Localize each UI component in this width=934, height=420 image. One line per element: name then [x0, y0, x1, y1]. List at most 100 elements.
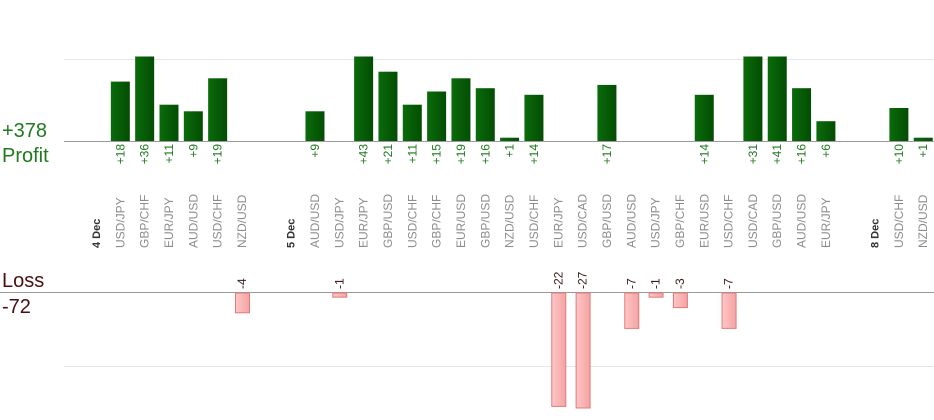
profit-value-label: +14: [697, 144, 711, 165]
pair-label: USD/CHF: [211, 195, 225, 248]
pair-label: EUR/JPY: [162, 197, 176, 248]
pair-label: GBP/USD: [770, 194, 784, 248]
pair-label: USD/JPY: [113, 197, 127, 248]
profit-bar: [889, 108, 909, 141]
pair-label: NZD/USD: [916, 194, 930, 248]
pair-label: AUD/USD: [308, 194, 322, 248]
loss-value-label: -27: [576, 271, 590, 289]
pair-label: AUD/USD: [186, 194, 200, 248]
profit-value-label: +41: [770, 144, 784, 165]
profit-value-label: +14: [527, 144, 541, 165]
pair-label: USD/JPY: [649, 197, 663, 248]
profit-bar: [475, 88, 495, 141]
pair-label: GBP/CHF: [673, 195, 687, 248]
pair-label: USD/CAD: [576, 194, 590, 248]
profit-bar: [816, 121, 836, 141]
profit-value-label: +16: [478, 144, 492, 165]
pair-label: GBP/USD: [381, 194, 395, 248]
loss-label: Loss: [2, 270, 45, 292]
profit-label: Profit: [2, 145, 49, 167]
pair-label: NZD/USD: [503, 194, 517, 248]
pair-label: GBP/CHF: [430, 195, 444, 248]
profit-bar: [378, 71, 398, 141]
category-labels: 4 Dec USD/JPY GBP/CHF EUR/JPY AUD/USD USD/CHF…: [91, 194, 930, 248]
pair-label: EUR/JPY: [551, 197, 565, 248]
profit-bar: [500, 137, 520, 141]
profit-value-label: +31: [746, 144, 760, 165]
profit-bar: [183, 111, 203, 141]
profit-value-label: +36: [138, 144, 152, 165]
profit-value-label: +16: [795, 144, 809, 165]
baselines: [0, 141, 934, 293]
loss-bar: [332, 292, 348, 298]
loss-bar: [721, 292, 737, 329]
date-label: 4 Dec: [91, 219, 103, 248]
profit-bar: [524, 94, 544, 141]
loss-value-label: -1: [332, 278, 346, 289]
pair-label: AUD/USD: [795, 194, 809, 248]
date-label: 5 Dec: [286, 219, 298, 248]
profit-bar: [135, 56, 155, 141]
pair-label: GBP/USD: [478, 194, 492, 248]
pair-label: AUD/USD: [624, 194, 638, 248]
profit-bar: [402, 104, 422, 141]
profit-bar: [354, 56, 374, 141]
profit-value-label: +9: [308, 144, 322, 158]
loss-value-label: -3: [673, 278, 687, 289]
pair-label: NZD/USD: [235, 194, 249, 248]
loss-value-label: -4: [235, 278, 249, 289]
loss-bar: [575, 292, 591, 409]
pair-label: EUR/USD: [454, 194, 468, 248]
profit-bar: [694, 94, 714, 141]
loss-bar: [672, 292, 688, 309]
profit-bar: [305, 111, 325, 141]
profit-bar: [597, 84, 617, 141]
loss-bar: [551, 292, 567, 407]
profit-bar: [743, 56, 763, 141]
date-label: 8 Dec: [870, 219, 882, 248]
loss-bar: [234, 292, 250, 314]
pair-label: EUR/JPY: [357, 197, 371, 248]
profit-value-label: +1: [503, 144, 517, 158]
pair-label: USD/CHF: [527, 195, 541, 248]
profit-value-label: +15: [430, 144, 444, 165]
bars: [110, 56, 933, 409]
profit-value-label: +17: [600, 144, 614, 165]
profit-value-label: +11: [162, 144, 176, 164]
profit-value-label: +21: [381, 144, 395, 165]
pair-label: GBP/CHF: [138, 195, 152, 248]
pair-label: EUR/JPY: [819, 197, 833, 248]
value-labels: +18 +36 +11 +9 +19 -4 +9 -1 +43 +21 +11 +15 +19 +16 +1…: [113, 144, 930, 289]
profit-value-label: +6: [819, 144, 833, 158]
profit-bar: [159, 104, 179, 141]
pair-label: USD/CHF: [722, 195, 736, 248]
gridlines: [64, 59, 934, 367]
loss-value-label: -7: [722, 278, 736, 289]
profit-value-label: +10: [892, 144, 906, 165]
loss-bar: [648, 292, 664, 298]
profit-value-label: +1: [916, 144, 930, 158]
profit-value-label: +11: [405, 144, 419, 164]
profit-value-label: +18: [113, 144, 127, 165]
profit-value-label: +43: [357, 144, 371, 165]
profit-bar: [451, 78, 471, 141]
profit-bar: [208, 78, 228, 141]
profit-bar: [792, 88, 812, 141]
pair-label: USD/CAD: [746, 194, 760, 248]
loss-value-label: -7: [624, 278, 638, 289]
profit-value-label: +9: [186, 144, 200, 158]
pair-label: USD/JPY: [332, 197, 346, 248]
pair-label: GBP/USD: [600, 194, 614, 248]
profit-bar: [767, 56, 787, 141]
profit-value-label: +19: [211, 144, 225, 165]
profit-bar: [427, 91, 447, 141]
profit-value-label: +19: [454, 144, 468, 165]
loss-bar: [624, 292, 640, 329]
pair-label: EUR/USD: [697, 194, 711, 248]
profit-bar: [110, 81, 130, 141]
pair-label: USD/CHF: [892, 195, 906, 248]
loss-value-label: -1: [649, 278, 663, 289]
loss-total: -72: [2, 296, 31, 318]
loss-value-label: -22: [551, 271, 565, 289]
